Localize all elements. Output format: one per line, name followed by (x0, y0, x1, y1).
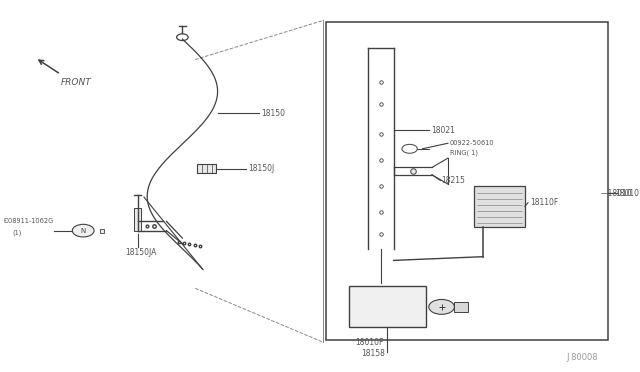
Text: 18150JA: 18150JA (125, 248, 156, 257)
Bar (326, 22, 608, 340)
Text: FRONT: FRONT (61, 78, 92, 87)
Text: Ð08911-1062G: Ð08911-1062G (3, 218, 54, 224)
Bar (134, 208, 141, 231)
Text: 18215: 18215 (442, 176, 465, 185)
Text: RING( 1): RING( 1) (450, 149, 478, 156)
Circle shape (429, 299, 454, 314)
Text: 18010F: 18010F (355, 338, 383, 347)
Bar (454, 302, 468, 312)
Bar (474, 186, 525, 227)
Text: N: N (81, 228, 86, 234)
Text: J 80008: J 80008 (567, 353, 598, 362)
Text: 18150J: 18150J (248, 164, 275, 173)
Bar (197, 164, 216, 173)
Text: 18021: 18021 (431, 126, 454, 135)
Text: 18150: 18150 (261, 109, 285, 118)
Bar (349, 286, 426, 327)
Text: 18010: 18010 (616, 189, 640, 198)
Text: 18158: 18158 (362, 349, 385, 358)
Text: (1): (1) (13, 229, 22, 236)
Text: 00922-50610: 00922-50610 (450, 140, 495, 146)
Text: 18110F: 18110F (530, 198, 558, 207)
Circle shape (72, 224, 94, 237)
Text: —18010: —18010 (600, 189, 632, 198)
